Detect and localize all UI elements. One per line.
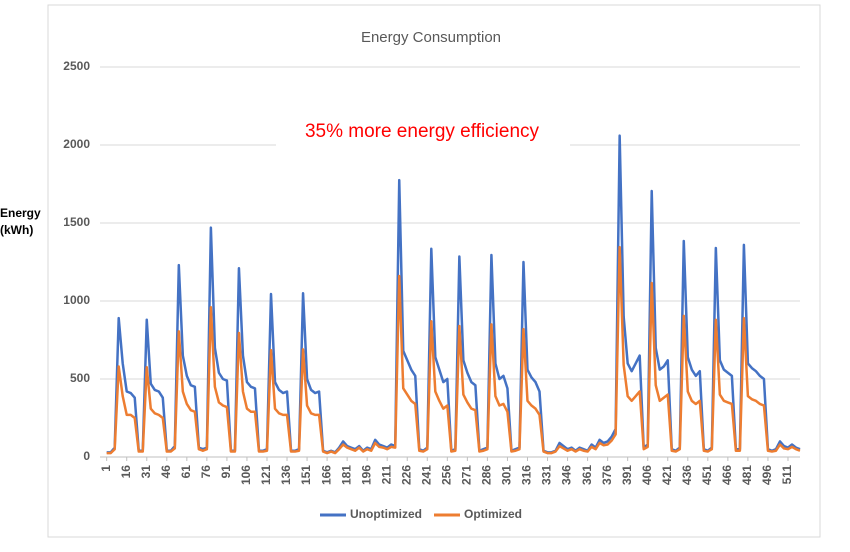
legend-label: Unoptimized (350, 507, 422, 521)
annotation: 35% more energy efficiency (305, 121, 540, 142)
x-tick-label: 151 (299, 465, 313, 485)
x-tick-label: 241 (419, 465, 433, 485)
x-tick-label: 226 (399, 465, 413, 485)
x-tick-label: 466 (720, 465, 734, 485)
x-tick-label: 211 (379, 465, 393, 485)
y-tick-label: 2000 (63, 137, 90, 151)
x-tick-label: 16 (119, 465, 133, 479)
x-tick-label: 196 (359, 465, 373, 485)
chart-title: Energy Consumption (361, 29, 501, 46)
x-tick-label: 406 (640, 465, 654, 485)
x-tick-label: 61 (179, 465, 193, 479)
x-tick-label: 271 (460, 465, 474, 485)
annotation-bg (276, 116, 570, 148)
y-tick-label: 500 (70, 371, 90, 385)
x-tick-label: 106 (239, 465, 253, 485)
x-tick-label: 451 (700, 465, 714, 485)
x-tick-label: 181 (339, 465, 353, 485)
x-tick-label: 286 (480, 465, 494, 485)
y-tick-label: 1500 (63, 215, 90, 229)
x-tick-label: 91 (219, 465, 233, 479)
x-tick-label: 31 (139, 465, 153, 479)
x-tick-label: 346 (560, 465, 574, 485)
x-tick-label: 256 (440, 465, 454, 485)
y-axis-label: Energy (kWh) (0, 206, 41, 237)
x-tick-label: 331 (540, 465, 554, 485)
x-tick-label: 46 (159, 465, 173, 479)
x-tick-label: 421 (660, 465, 674, 485)
legend-label: Optimized (464, 507, 522, 521)
y-tick-label: 2500 (63, 59, 90, 73)
x-tick-label: 391 (620, 465, 634, 485)
x-tick-label: 481 (740, 465, 754, 485)
chart-border (47, 4, 821, 538)
x-tick-label: 316 (520, 465, 534, 485)
y-tick-label: 0 (83, 449, 90, 463)
y-tick-label: 1000 (63, 293, 90, 307)
series-line (106, 245, 801, 455)
x-tick-label: 496 (760, 465, 774, 485)
x-tick-label: 361 (580, 465, 594, 485)
x-tick-label: 436 (680, 465, 694, 485)
x-tick-label: 376 (600, 465, 614, 485)
x-tick-label: 121 (259, 465, 273, 485)
x-tick-label: 511 (780, 465, 794, 485)
x-tick-label: 166 (319, 465, 333, 485)
x-tick-label: 301 (500, 465, 514, 485)
x-tick-label: 1 (99, 465, 113, 472)
x-tick-label: 136 (279, 465, 293, 485)
x-tick-label: 76 (199, 465, 213, 479)
